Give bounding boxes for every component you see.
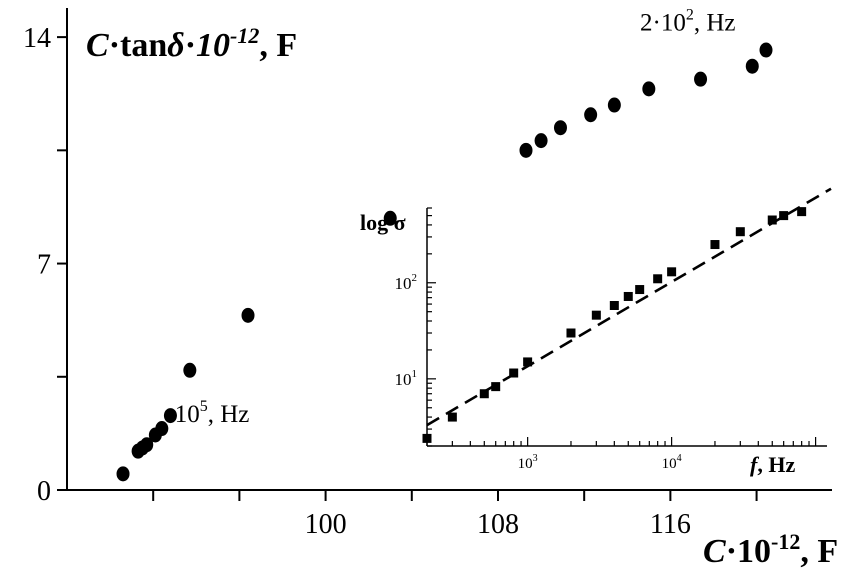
inset-data-points bbox=[422, 207, 807, 443]
main-data-point bbox=[553, 120, 567, 136]
main-data-point bbox=[155, 421, 169, 437]
main-data-point bbox=[584, 107, 598, 123]
inset-data-point bbox=[491, 382, 501, 392]
main-x-axis-title: C·10-12, F bbox=[703, 529, 838, 570]
inset-data-point bbox=[422, 433, 432, 443]
main-x-tick-label: 116 bbox=[650, 509, 691, 540]
main-x-tick-label: 100 bbox=[305, 509, 347, 540]
main-annotation: 2·102, Hz bbox=[640, 7, 735, 37]
main-data-point bbox=[140, 437, 154, 453]
main-y-axis-title: C·tanδ·10-12, F bbox=[86, 23, 297, 64]
main-data-points bbox=[116, 42, 773, 482]
main-x-tick-label: 108 bbox=[477, 509, 519, 540]
main-data-point bbox=[642, 81, 656, 97]
inset-data-point bbox=[653, 274, 663, 284]
main-annotations: 105, Hz 2·102, Hz bbox=[175, 7, 736, 428]
main-axes: 100 108 116 0 7 14 bbox=[23, 8, 832, 540]
inset-y-tick-label: 101 bbox=[395, 368, 418, 389]
inset-y-axis-title: log σ bbox=[360, 210, 406, 235]
main-data-point bbox=[116, 466, 130, 482]
main-y-tick-label: 14 bbox=[23, 23, 51, 54]
inset-y-tick-label: 102 bbox=[395, 272, 418, 293]
inset-data-point bbox=[566, 328, 576, 338]
main-data-point bbox=[534, 133, 548, 149]
inset-data-point bbox=[591, 310, 601, 320]
main-data-point bbox=[241, 307, 255, 323]
main-data-point bbox=[745, 58, 759, 74]
inset-background bbox=[424, 205, 831, 457]
main-y-tick-label: 7 bbox=[37, 250, 51, 281]
main-annotation: 105, Hz bbox=[175, 398, 250, 428]
main-data-point bbox=[607, 97, 621, 113]
inset-x-tick-label: 103 bbox=[518, 453, 538, 472]
main-data-point bbox=[183, 362, 197, 378]
inset-data-point bbox=[667, 267, 677, 277]
inset-data-point bbox=[479, 389, 489, 399]
main-y-tick-label: 0 bbox=[37, 476, 51, 507]
inset-x-tick-label: 104 bbox=[662, 453, 682, 472]
inset-chart: 103 104 102 101 log σ f, Hz bbox=[360, 187, 832, 477]
inset-data-point bbox=[735, 227, 745, 237]
inset-x-axis-title-unit: , Hz bbox=[757, 452, 795, 477]
inset-data-point bbox=[623, 291, 633, 301]
inset-data-point bbox=[609, 300, 619, 310]
inset-axes: 103 104 102 101 bbox=[395, 207, 827, 472]
main-data-point bbox=[163, 408, 177, 424]
main-data-point bbox=[519, 142, 533, 158]
inset-data-point bbox=[767, 215, 777, 225]
main-data-point bbox=[383, 210, 397, 226]
inset-x-axis-title-var: f bbox=[750, 452, 760, 477]
inset-x-axis-title: f, Hz bbox=[750, 452, 795, 477]
inset-data-point bbox=[797, 207, 807, 217]
main-data-point bbox=[759, 42, 773, 58]
inset-data-point bbox=[523, 357, 533, 367]
inset-data-point bbox=[635, 285, 645, 295]
inset-data-point bbox=[710, 240, 720, 250]
main-data-point bbox=[694, 71, 708, 87]
inset-data-point bbox=[779, 211, 789, 221]
inset-data-point bbox=[509, 368, 519, 378]
inset-data-point bbox=[447, 412, 457, 422]
